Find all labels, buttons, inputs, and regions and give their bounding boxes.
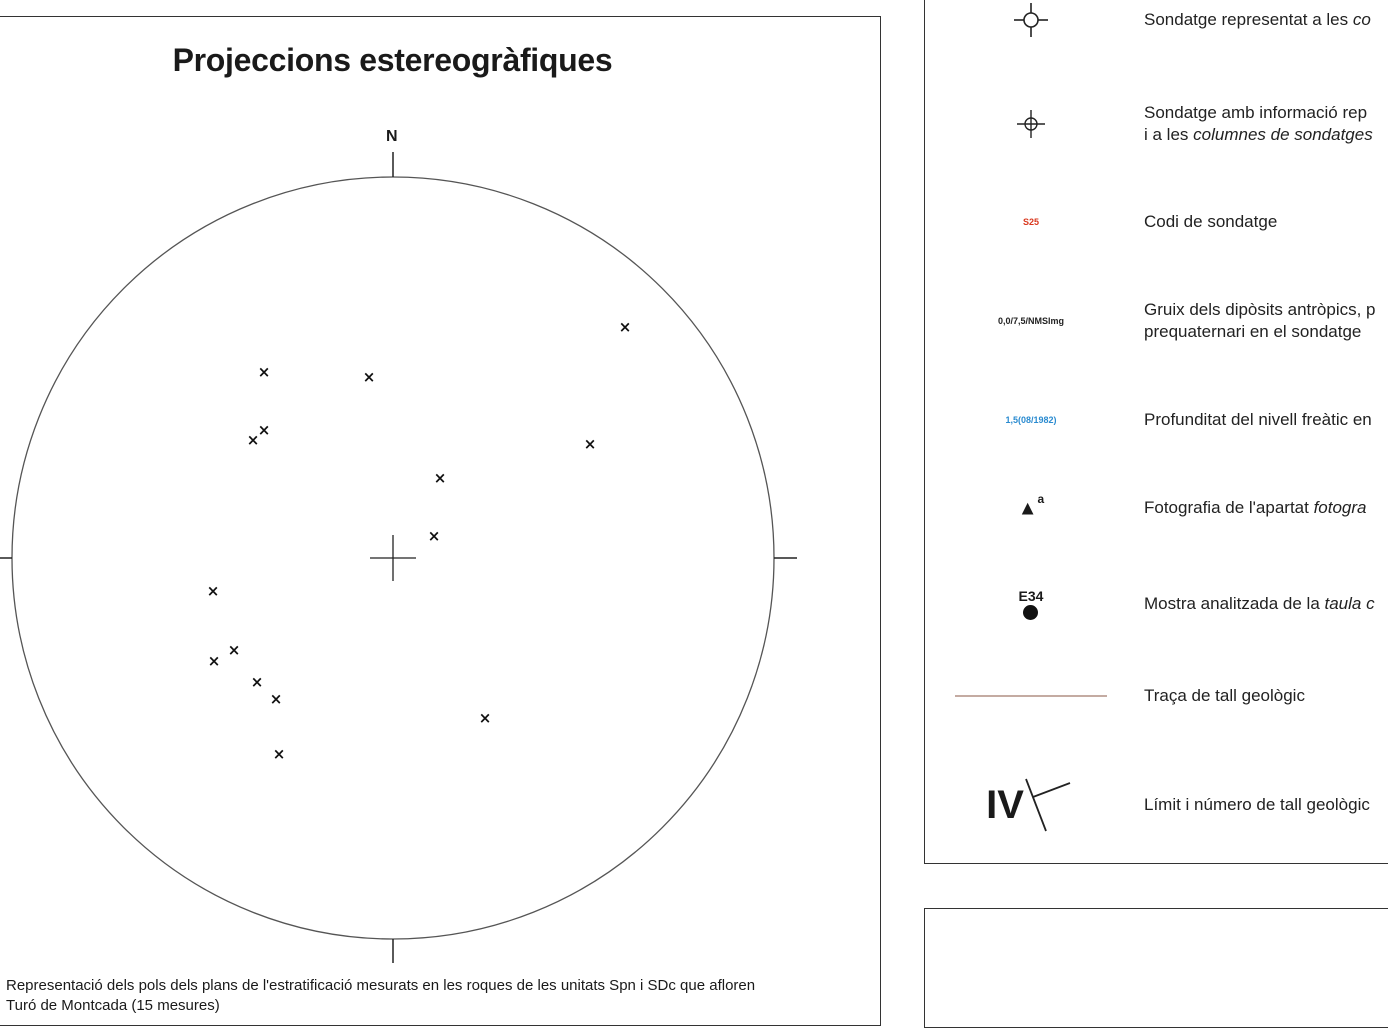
legend-italic: columnes de sondatges	[1193, 125, 1373, 144]
bottom-panel	[924, 908, 1388, 1028]
legend-row-codi: S25 Codi de sondatge	[924, 202, 1388, 242]
stereonet-diagram: ×× ××× ××××××××××	[0, 152, 797, 963]
legend-text: Mostra analitzada de la	[1144, 594, 1325, 613]
legend-text: Traça de tall geològic	[1144, 686, 1305, 705]
legend-row-sondatge-info: Sondatge amb informació rep i a les colu…	[924, 100, 1388, 148]
triangle-icon: ▲a	[1017, 491, 1045, 520]
pole-marker: ×	[434, 469, 447, 487]
legend-text: Límit i número de tall geològic	[1144, 795, 1370, 814]
legend-row-gruix: 0,0/7,5/NMSlmg Gruix dels dipòsits antrò…	[924, 297, 1388, 345]
sondatge-info-symbol-icon	[924, 100, 1138, 148]
legend-text: prequaternari en el sondatge	[1144, 322, 1362, 341]
section-limit-icon	[1025, 778, 1071, 832]
mostra-symbol-label: E34	[1018, 587, 1044, 604]
pole-marker: ×	[258, 363, 271, 381]
pole-marker: ×	[208, 652, 221, 670]
stereonet-caption: Representació dels pols dels plans de l'…	[6, 976, 826, 1016]
pole-marker: ×	[270, 690, 283, 708]
pole-markers: ×× ××× ××××××××××	[207, 318, 632, 763]
caption-line-1: Representació dels pols dels plans de l'…	[6, 977, 756, 994]
dot-icon	[1023, 604, 1039, 620]
pole-marker: ×	[251, 673, 264, 691]
legend-text: Fotografia de l'apartat	[1144, 498, 1314, 517]
trace-line-icon	[955, 695, 1107, 697]
pole-marker: ×	[584, 435, 597, 453]
pole-marker: ×	[247, 431, 260, 449]
legend-text: Profunditat del nivell freàtic en	[1144, 410, 1372, 429]
stereonet-title: Projeccions estereogràfiques	[172, 42, 613, 78]
freatic-symbol: 1,5(08/1982)	[1005, 415, 1057, 425]
legend-row-sondatge: Sondatge representat a les co	[924, 0, 1388, 40]
limit-symbol-label: IV	[986, 782, 1024, 827]
pole-marker: ×	[207, 582, 220, 600]
north-label: N	[386, 128, 398, 145]
foto-symbol-letter: a	[1037, 491, 1045, 506]
legend-italic: fotogra	[1313, 498, 1367, 517]
pole-marker: ×	[363, 368, 376, 386]
legend-text: Codi de sondatge	[1144, 212, 1278, 231]
sondatge-symbol-icon	[924, 0, 1138, 40]
legend-text: Sondatge amb informació rep	[1144, 103, 1368, 122]
legend-panel	[924, 0, 1388, 864]
codi-symbol: S25	[1022, 217, 1039, 227]
legend-row-mostra: E34 Mostra analitzada de la taula c	[924, 582, 1388, 626]
legend-row-traca: Traça de tall geològic	[924, 676, 1388, 716]
pole-marker: ×	[273, 745, 286, 763]
legend-row-freatic: 1,5(08/1982) Profunditat del nivell freà…	[924, 400, 1388, 440]
legend-text: Sondatge representat a les	[1144, 10, 1353, 29]
gruix-symbol: 0,0/7,5/NMSlmg	[997, 316, 1065, 326]
legend-italic: co	[1352, 10, 1371, 29]
pole-marker: ×	[479, 709, 492, 727]
pole-marker: ×	[228, 641, 241, 659]
legend-row-limit: IV Límit i número de tall geològic	[924, 772, 1388, 838]
caption-line-2: Turó de Montcada (15 mesures)	[6, 997, 220, 1014]
pole-marker: ×	[428, 527, 441, 545]
legend-text: i a les	[1144, 125, 1194, 144]
legend-italic: taula c	[1324, 594, 1375, 613]
legend-text: Gruix dels dipòsits antròpics, p	[1144, 300, 1376, 319]
pole-marker: ×	[619, 318, 632, 336]
pole-marker: ×	[258, 421, 271, 439]
legend-row-foto: ▲a Fotografia de l'apartat fotogra	[924, 488, 1388, 528]
